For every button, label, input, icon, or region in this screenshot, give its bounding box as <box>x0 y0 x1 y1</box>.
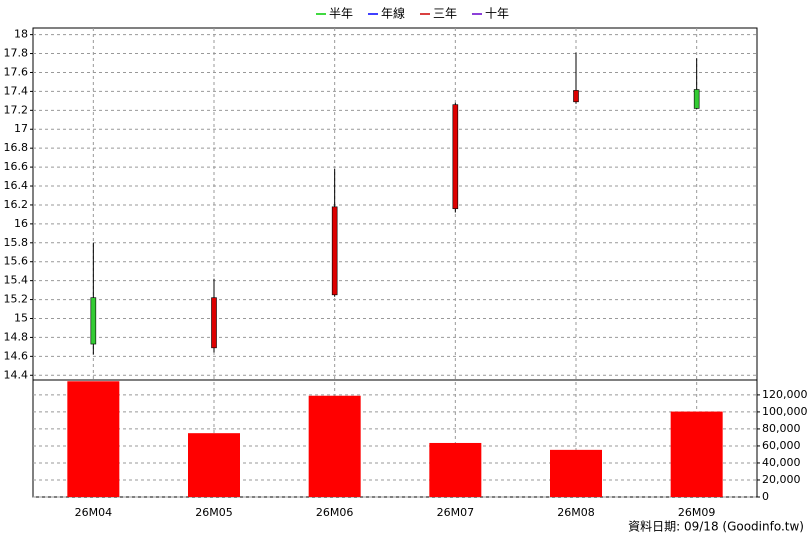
plot-frame <box>32 27 758 498</box>
candle-body <box>573 90 579 103</box>
x-tick-label: 26M06 <box>316 506 354 519</box>
y2-tick-label: 60,000 <box>762 439 801 452</box>
y-tick-label: 15.8 <box>4 236 29 249</box>
legend-label: 三年 <box>433 7 457 21</box>
volume-bar <box>550 449 602 497</box>
volume-bar <box>670 411 723 497</box>
footer: 資料日期: 09/18 (Goodinfo.tw) <box>628 520 804 534</box>
volume-bar <box>308 395 361 497</box>
x-tick-label: 26M09 <box>678 506 716 519</box>
x-tick-label: 26M05 <box>195 506 233 519</box>
y-tick-label: 15.2 <box>4 293 29 306</box>
y-tick-label: 18 <box>14 28 28 41</box>
x-tick-label: 26M07 <box>437 506 475 519</box>
y-tick-label: 17.6 <box>4 65 29 78</box>
candle-body <box>452 104 459 210</box>
candle-body <box>90 297 97 345</box>
x-tick-label: 26M08 <box>557 506 595 519</box>
volume-bar <box>429 442 482 497</box>
legend-label: 十年 <box>485 7 509 21</box>
y-tick-label: 16.4 <box>4 179 29 192</box>
y2-tick-label: 20,000 <box>762 473 801 486</box>
candle-body <box>211 297 217 349</box>
y-tick-label: 16 <box>14 217 28 230</box>
y-tick-label: 14.4 <box>4 368 29 381</box>
y-tick-label: 15.4 <box>4 274 29 287</box>
y2-tick-label: 40,000 <box>762 456 801 469</box>
candle-body <box>693 89 700 109</box>
legend-label: 年線 <box>381 6 405 21</box>
y2-tick-label: 0 <box>762 490 769 503</box>
legend-label: 半年 <box>329 7 353 21</box>
y2-tick-label: 120,000 <box>762 388 808 401</box>
y-tick-label: 15.6 <box>4 255 29 268</box>
y-tick-label: 17.8 <box>4 47 29 60</box>
y-tick-label: 17.4 <box>4 84 29 97</box>
y2-tick-label: 80,000 <box>762 422 801 435</box>
volume-bar <box>67 381 120 497</box>
y2-tick-label: 100,000 <box>762 405 808 418</box>
x-tick-label: 26M04 <box>75 506 113 519</box>
y-tick-label: 16.8 <box>4 141 29 154</box>
volume-bar <box>188 433 240 497</box>
y-tick-label: 14.6 <box>4 349 29 362</box>
y-tick-label: 16.2 <box>4 198 29 211</box>
y-tick-label: 14.8 <box>4 330 29 343</box>
y-tick-label: 16.6 <box>4 160 29 173</box>
y-tick-label: 17.2 <box>4 103 29 116</box>
y-tick-label: 17 <box>14 122 28 135</box>
candle-body <box>331 206 338 296</box>
y-tick-label: 15 <box>14 311 28 324</box>
